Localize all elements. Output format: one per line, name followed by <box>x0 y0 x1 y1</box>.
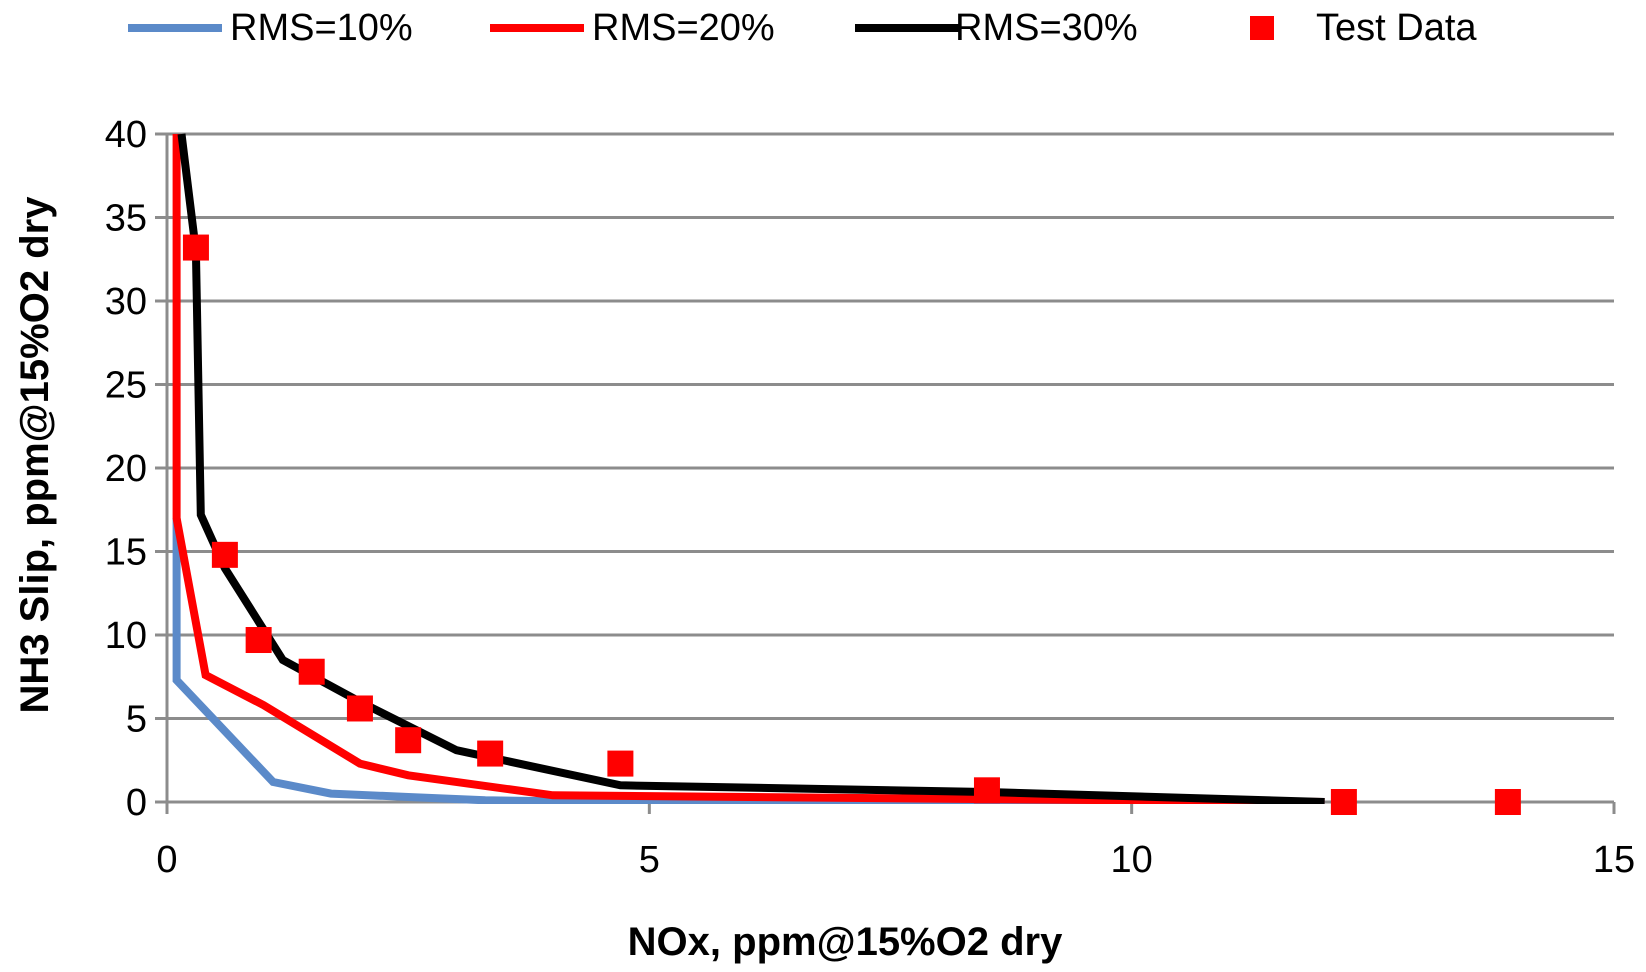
x-axis-title: NOx, ppm@15%O2 dry <box>628 920 1063 964</box>
legend-swatch-marker <box>1250 16 1274 40</box>
y-tick-label: 25 <box>105 365 147 407</box>
y-tick-label: 30 <box>105 281 147 323</box>
data-point-marker <box>395 727 422 754</box>
data-point-marker <box>182 234 209 261</box>
y-tick-label: 0 <box>126 782 147 824</box>
grid-lines <box>167 132 1614 720</box>
legend-label: RMS=20% <box>592 7 775 49</box>
y-tick-label: 10 <box>105 615 147 657</box>
data-point-marker <box>346 695 373 722</box>
data-point-marker <box>477 740 504 767</box>
y-tick-label: 40 <box>105 114 147 156</box>
data-point-marker <box>1330 789 1357 815</box>
x-tick-label: 0 <box>156 839 177 881</box>
data-point-marker <box>245 627 272 654</box>
y-tick-label: 5 <box>126 699 147 741</box>
legend: RMS=10% RMS=20% RMS=30% Test Data <box>128 7 1477 49</box>
y-axis-title: NH3 Slip, ppm@15%O2 dry <box>13 196 57 714</box>
x-tick-label: 10 <box>1111 839 1153 881</box>
x-tick-label: 5 <box>639 839 660 881</box>
data-point-marker <box>298 658 325 685</box>
data-point-marker <box>1494 789 1521 815</box>
legend-label: RMS=10% <box>230 7 413 49</box>
series-line-rms-20- <box>172 134 1325 804</box>
x-tick-label: 15 <box>1593 839 1635 881</box>
data-point-marker <box>973 777 1000 804</box>
series-line-rms-10- <box>172 518 1325 804</box>
data-point-marker <box>607 750 634 777</box>
legend-label: RMS=30% <box>955 7 1138 49</box>
y-tick-label: 35 <box>105 198 147 240</box>
y-tick-label: 20 <box>105 448 147 490</box>
plot-area <box>172 133 1521 815</box>
legend-label: Test Data <box>1316 7 1477 49</box>
data-point-marker <box>211 541 238 568</box>
y-tick-label: 15 <box>105 532 147 574</box>
tick-labels: 0 5 10 15 20 25 30 35 40 0 5 10 15 <box>105 114 1635 881</box>
